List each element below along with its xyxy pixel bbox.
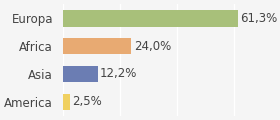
- Bar: [63, 93, 70, 110]
- Text: 12,2%: 12,2%: [100, 67, 137, 80]
- Bar: [63, 66, 97, 82]
- Text: 24,0%: 24,0%: [134, 40, 171, 53]
- Text: 2,5%: 2,5%: [72, 95, 102, 108]
- Text: 61,3%: 61,3%: [241, 12, 278, 25]
- Bar: [63, 38, 131, 54]
- Bar: [63, 10, 238, 27]
